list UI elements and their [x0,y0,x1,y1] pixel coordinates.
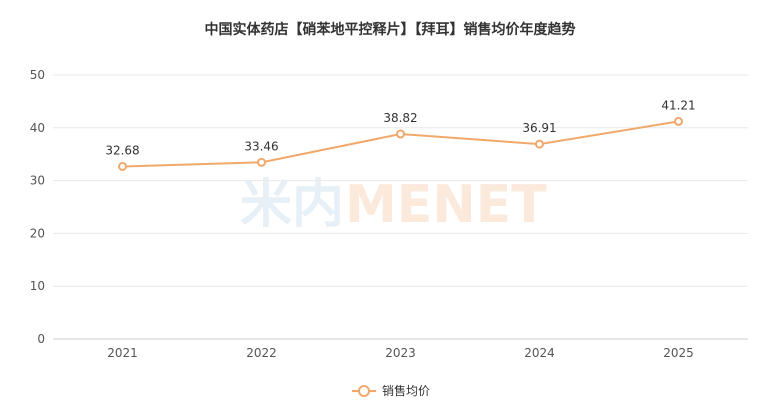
watermark-logo-latin: MENET [345,175,547,235]
x-tick-label: 2023 [385,346,416,360]
y-tick-label: 30 [30,174,45,188]
data-label: 41.21 [661,98,695,112]
data-label: 38.82 [383,111,417,125]
y-tick-label: 10 [30,279,45,293]
x-axis: 2021 2022 2023 2024 2025 [107,346,694,360]
legend[interactable]: 销售均价 [352,383,430,398]
x-tick-label: 2025 [663,346,694,360]
legend-label: 销售均价 [382,383,430,398]
y-tick-label: 20 [30,226,45,240]
y-tick-label: 50 [30,68,45,82]
data-point[interactable] [396,129,405,139]
data-label: 32.68 [105,143,139,157]
y-axis: 0 10 20 30 40 50 [30,68,45,346]
series-layer [118,116,683,171]
data-point[interactable] [535,139,544,149]
data-label: 36.91 [522,121,556,135]
data-label: 33.46 [244,139,278,153]
watermark-logo: 米内 [240,175,344,235]
x-tick-label: 2021 [107,346,138,360]
chart-title: 中国实体药店【硝苯地平控释片】【拜耳】销售均价年度趋势 [205,21,576,38]
grid-layer [53,74,748,340]
legend-marker-icon [358,385,370,397]
x-tick-label: 2024 [524,346,555,360]
data-labels: 32.68 33.46 38.82 36.91 41.21 [105,98,695,157]
data-point[interactable] [257,157,266,167]
data-point[interactable] [118,161,127,171]
y-tick-label: 40 [30,121,45,135]
x-tick-label: 2022 [246,346,277,360]
y-tick-label: 0 [37,332,45,346]
data-point[interactable] [674,116,683,126]
